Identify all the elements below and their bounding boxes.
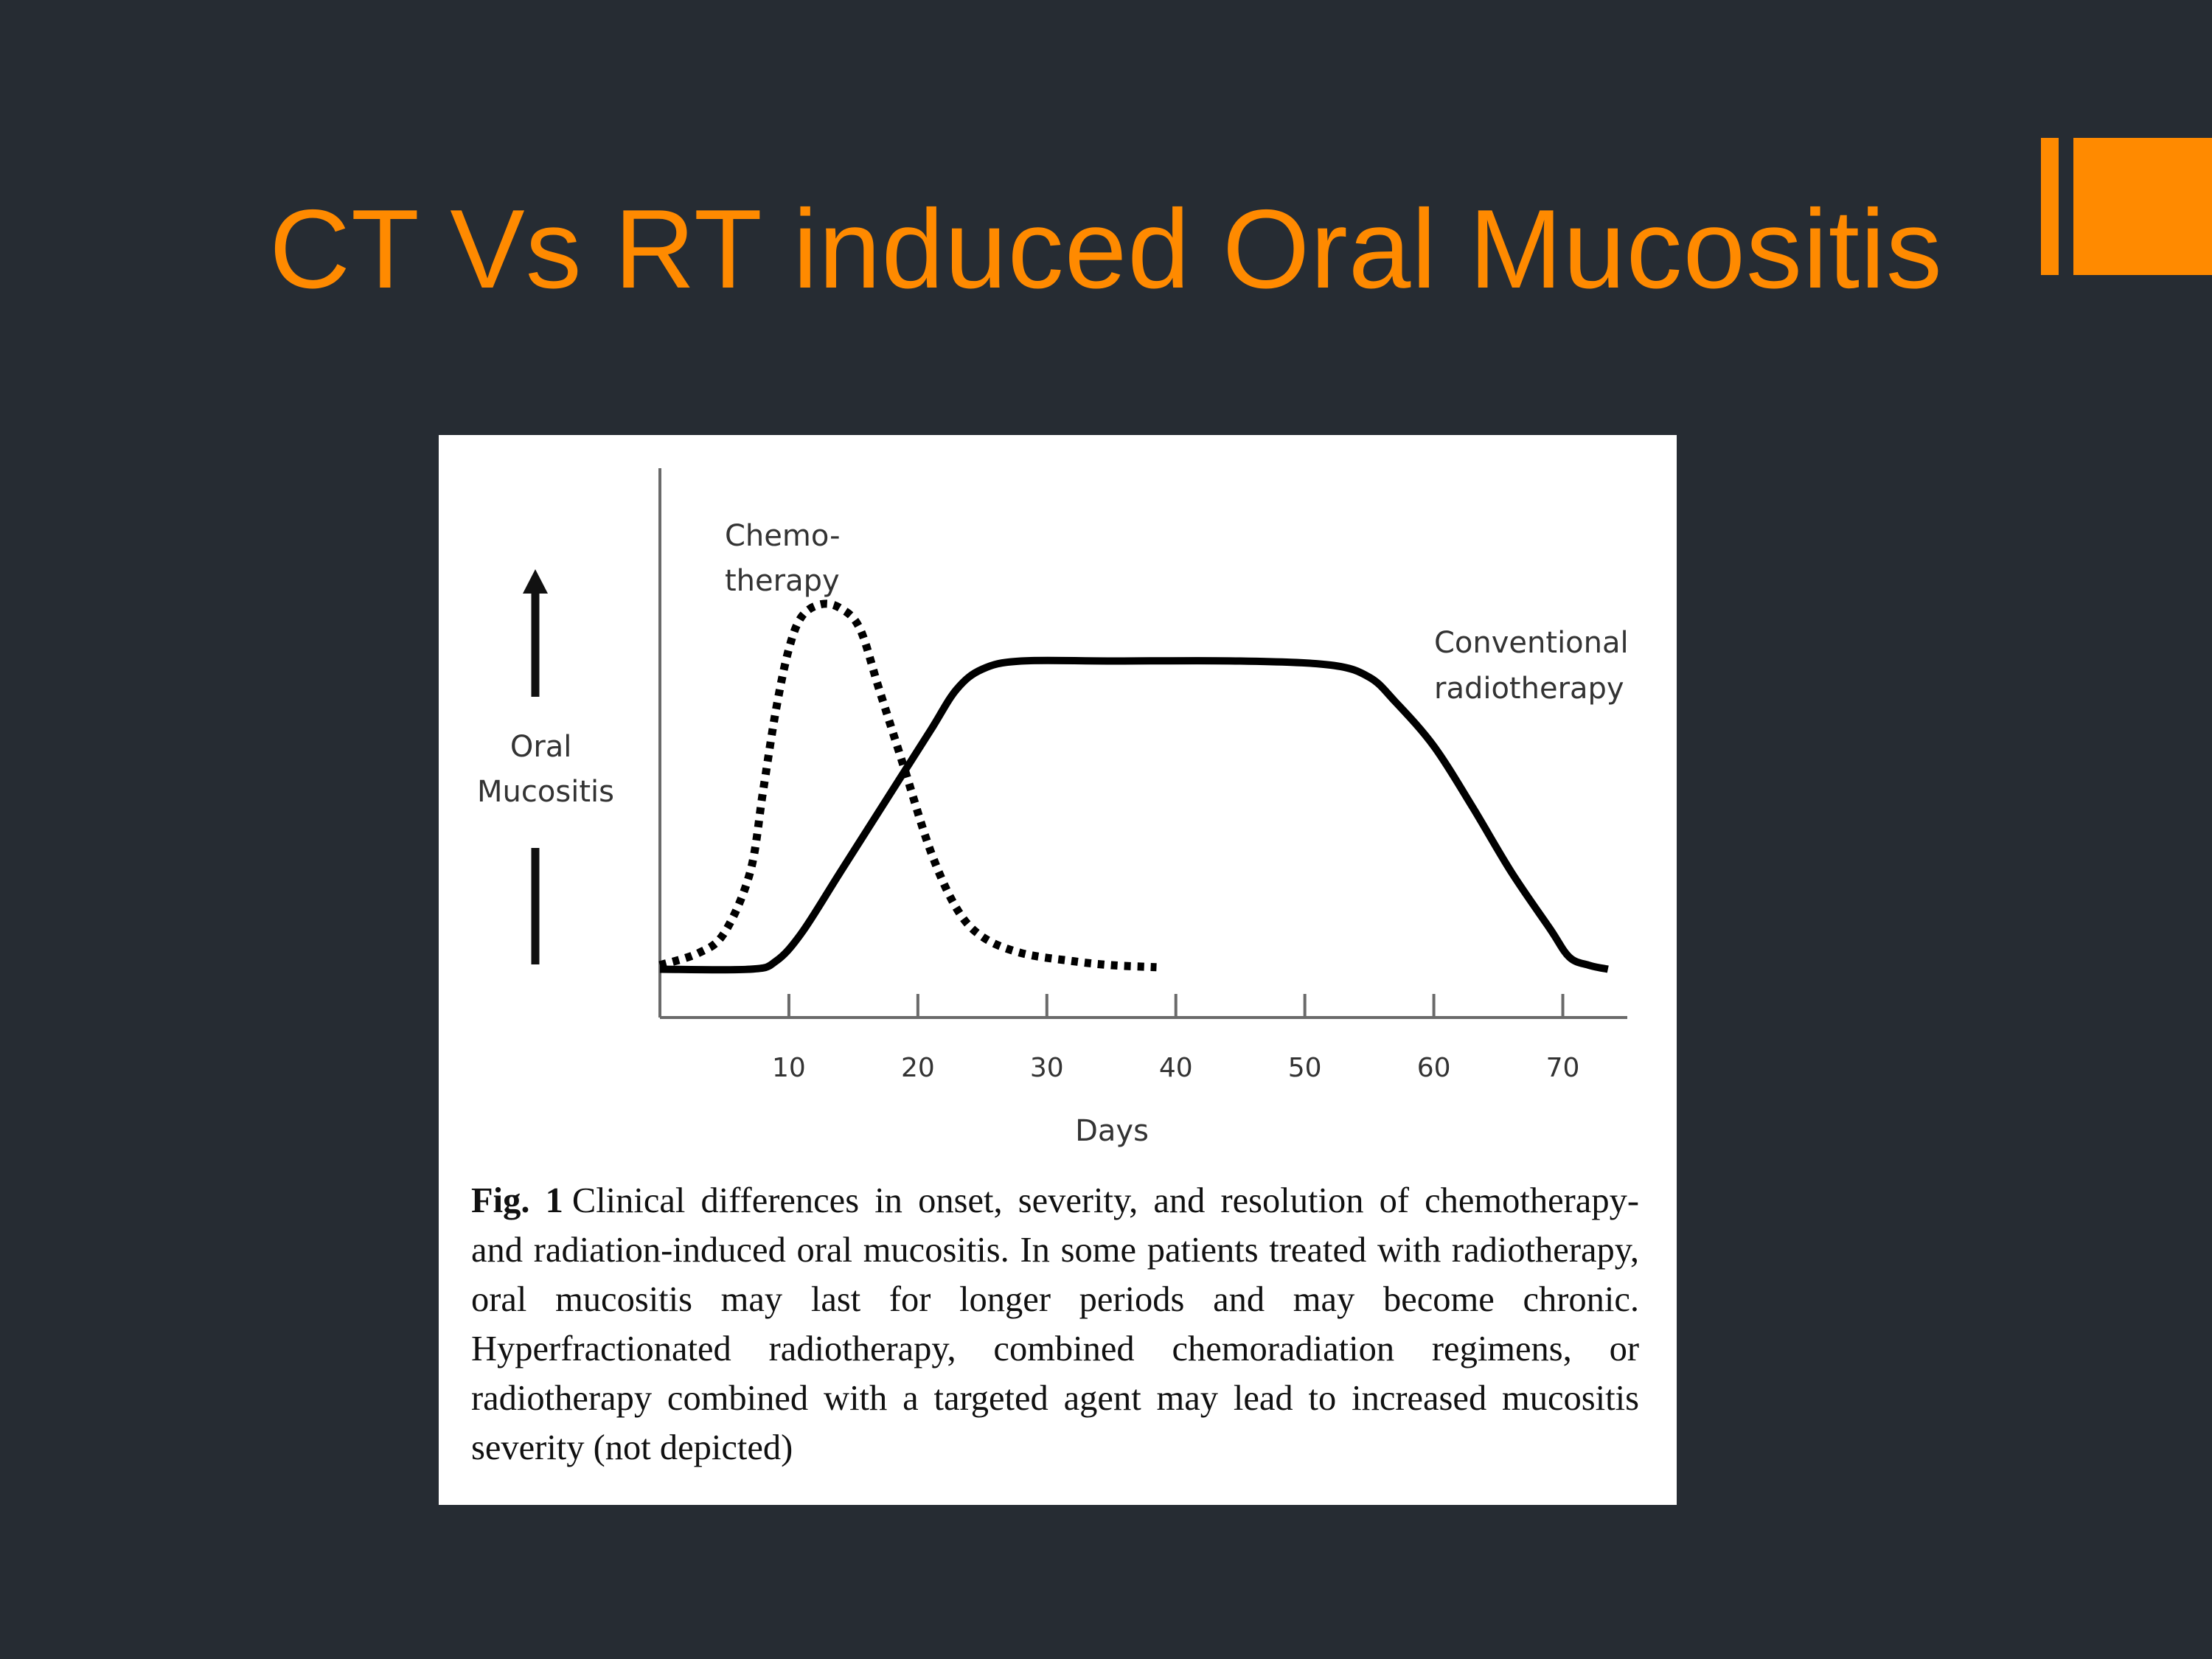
x-axis-label: Days — [1075, 1114, 1149, 1148]
radiotherapy-series-line — [659, 656, 1609, 974]
x-tick-label: 10 — [772, 1053, 806, 1083]
caption-label: Fig. 1 — [471, 1181, 563, 1220]
figure-caption: Fig. 1 Clinical differences in onset, sev… — [471, 1176, 1639, 1472]
x-tick-label: 30 — [1030, 1053, 1064, 1083]
accent-block — [2073, 138, 2212, 275]
x-tick-label: 50 — [1288, 1053, 1322, 1083]
slide-title: CT Vs RT induced Oral Mucositis — [269, 187, 1943, 312]
x-tick-label: 40 — [1159, 1053, 1193, 1083]
radiotherapy-label-line: Conventional — [1434, 626, 1629, 660]
x-ticks: 10 20 30 40 50 60 70 — [772, 994, 1579, 1083]
y-axis-label-line: Oral — [510, 730, 572, 764]
chemotherapy-label-line: Chemo- — [725, 519, 841, 553]
accent-bar — [2041, 138, 2059, 275]
x-tick-label: 60 — [1417, 1053, 1451, 1083]
y-axis-label: Oral Mucositis — [477, 730, 614, 809]
caption-text: Clinical differences in onset, severity,… — [471, 1181, 1639, 1467]
figure-panel: 10 20 30 40 50 60 70 Oral Mucositis Chemo- the… — [439, 435, 1677, 1505]
mucositis-chart: 10 20 30 40 50 60 70 Oral Mucositis Chemo- the… — [477, 468, 1638, 1148]
y-arrow — [523, 569, 548, 964]
chemotherapy-label-line: therapy — [725, 564, 840, 598]
chemotherapy-label: Chemo- therapy — [725, 519, 849, 598]
x-tick-label: 20 — [901, 1053, 935, 1083]
y-axis-label-line: Mucositis — [477, 775, 614, 809]
radiotherapy-label: Conventional radiotherapy — [1434, 626, 1638, 706]
x-tick-label: 70 — [1546, 1053, 1580, 1083]
radiotherapy-label-line: radiotherapy — [1434, 672, 1624, 706]
series-lines — [658, 599, 1609, 974]
